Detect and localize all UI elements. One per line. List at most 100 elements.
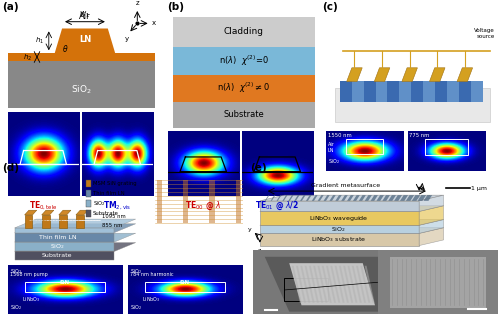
Polygon shape	[296, 266, 306, 303]
Polygon shape	[260, 211, 419, 225]
Text: $h_1$: $h_1$	[36, 36, 44, 46]
Text: Substrate: Substrate	[224, 110, 264, 119]
Bar	[459, 81, 471, 102]
Polygon shape	[376, 195, 384, 201]
Text: Cladding: Cladding	[224, 27, 264, 36]
Polygon shape	[260, 201, 419, 211]
Polygon shape	[370, 195, 378, 201]
Text: SiO$_2$: SiO$_2$	[10, 267, 22, 276]
Bar	[25, 282, 105, 292]
Bar	[352, 81, 364, 102]
Polygon shape	[14, 224, 136, 233]
Polygon shape	[364, 195, 372, 201]
Bar	[86, 200, 91, 207]
Polygon shape	[265, 195, 270, 201]
Polygon shape	[260, 225, 419, 234]
Polygon shape	[406, 195, 414, 201]
Polygon shape	[430, 68, 445, 81]
Text: (c): (c)	[322, 2, 338, 11]
Polygon shape	[309, 266, 319, 303]
Polygon shape	[300, 266, 310, 303]
Bar	[411, 81, 424, 102]
Text: 1095 nm: 1095 nm	[102, 214, 126, 219]
Bar	[8, 61, 155, 108]
Text: Substrate: Substrate	[93, 211, 119, 216]
Bar	[172, 102, 315, 128]
Bar	[340, 81, 352, 102]
Bar	[364, 81, 376, 102]
Polygon shape	[260, 234, 419, 246]
Text: SiO$_2$: SiO$_2$	[328, 157, 340, 166]
Polygon shape	[76, 215, 84, 228]
Bar	[236, 181, 241, 223]
Bar	[447, 81, 459, 102]
Polygon shape	[260, 228, 444, 234]
Text: SiO$_2$: SiO$_2$	[71, 84, 92, 96]
Polygon shape	[353, 195, 360, 201]
Polygon shape	[282, 195, 288, 201]
Text: 1 μm: 1 μm	[471, 186, 487, 191]
Bar	[145, 282, 225, 292]
Polygon shape	[14, 219, 136, 228]
Polygon shape	[318, 266, 328, 303]
Polygon shape	[390, 257, 486, 308]
Text: SiO$_2$: SiO$_2$	[130, 303, 142, 312]
Polygon shape	[457, 68, 472, 81]
Polygon shape	[59, 210, 71, 215]
Text: 1550 nm: 1550 nm	[328, 133, 351, 138]
Text: 775 nm: 775 nm	[410, 133, 430, 138]
Polygon shape	[76, 210, 88, 215]
Polygon shape	[343, 266, 353, 303]
Text: x: x	[417, 195, 421, 200]
Polygon shape	[24, 215, 32, 228]
Bar	[183, 181, 188, 223]
Text: Gradient metasurface: Gradient metasurface	[311, 183, 380, 188]
Text: LiNbO$_3$: LiNbO$_3$	[142, 295, 161, 304]
Text: SiO$_2$: SiO$_2$	[130, 267, 142, 276]
Polygon shape	[54, 28, 115, 53]
Text: MSM SiN grating: MSM SiN grating	[93, 181, 136, 186]
Polygon shape	[14, 251, 114, 260]
Bar	[86, 190, 91, 197]
Polygon shape	[14, 242, 114, 251]
Bar	[425, 139, 468, 155]
Text: $w_1$: $w_1$	[80, 10, 90, 20]
Bar	[172, 17, 315, 47]
Polygon shape	[265, 257, 436, 312]
Polygon shape	[14, 242, 136, 251]
Polygon shape	[400, 195, 408, 201]
Bar	[471, 81, 482, 102]
Polygon shape	[260, 195, 444, 201]
Text: z: z	[136, 0, 139, 6]
Text: LiNbO$_3$: LiNbO$_3$	[22, 295, 40, 304]
Polygon shape	[360, 266, 370, 303]
Bar	[435, 81, 447, 102]
Polygon shape	[304, 266, 314, 303]
Text: 784 nm harmonic: 784 nm harmonic	[130, 272, 174, 277]
Text: Thin film LN: Thin film LN	[93, 191, 124, 196]
Text: (a): (a)	[2, 2, 19, 11]
Polygon shape	[352, 266, 362, 303]
Polygon shape	[24, 210, 36, 215]
Polygon shape	[402, 68, 417, 81]
Polygon shape	[14, 228, 114, 233]
Text: LiNbO$_3$ substrate: LiNbO$_3$ substrate	[310, 235, 366, 244]
Polygon shape	[260, 219, 444, 225]
Polygon shape	[348, 266, 358, 303]
Polygon shape	[364, 266, 374, 303]
Polygon shape	[42, 215, 50, 228]
Polygon shape	[322, 266, 332, 303]
Text: SiN: SiN	[60, 280, 70, 285]
Polygon shape	[294, 195, 300, 201]
Text: (e): (e)	[250, 163, 266, 173]
Polygon shape	[326, 266, 336, 303]
Bar	[388, 81, 400, 102]
Bar	[424, 81, 435, 102]
Bar	[157, 181, 162, 223]
Text: SiO$_2$: SiO$_2$	[10, 303, 22, 312]
Text: y: y	[125, 36, 129, 42]
Text: 855 nm: 855 nm	[102, 223, 122, 228]
Polygon shape	[324, 195, 330, 201]
Polygon shape	[394, 195, 402, 201]
Bar	[209, 181, 214, 223]
